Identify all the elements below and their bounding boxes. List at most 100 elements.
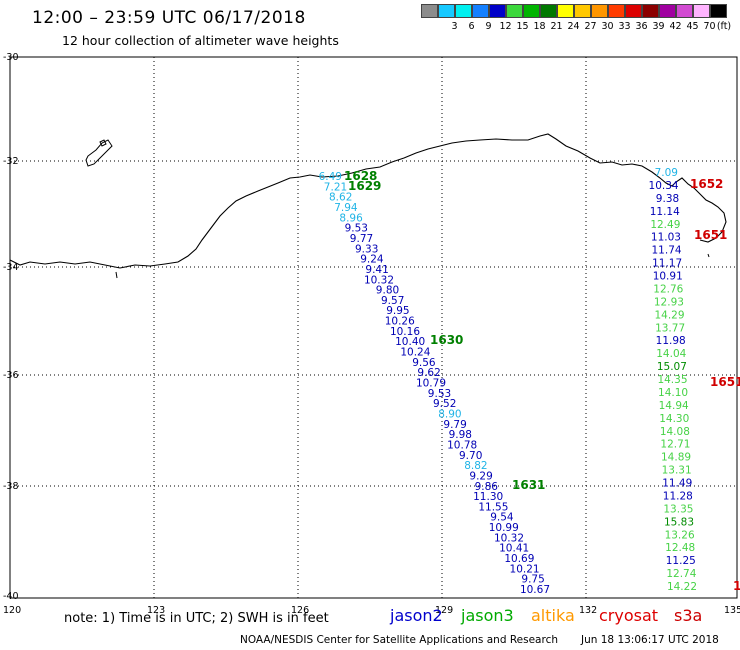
- wave-height-value: 10.21: [510, 563, 540, 575]
- colorbar-label: 6: [468, 21, 475, 32]
- pass-time-label: 1630: [430, 333, 463, 347]
- wave-height-value: 14.94: [659, 400, 689, 412]
- colorbar-swatch: [540, 4, 557, 18]
- wave-height-value: 14.89: [661, 452, 691, 464]
- colorbar-label: 24: [567, 21, 580, 32]
- island-outline: [85, 139, 113, 167]
- satellite-legend-item: jason2: [390, 606, 443, 625]
- wave-height-value: 9.79: [443, 419, 466, 431]
- longitude-label: 126: [291, 605, 309, 616]
- satellite-legend-item: jason3: [461, 606, 514, 625]
- wave-height-value: 9.75: [521, 574, 544, 586]
- wave-height-value: 11.28: [663, 490, 693, 502]
- wave-height-value: 6.49: [319, 171, 342, 183]
- map-subtitle: 12 hour collection of altimeter wave hei…: [62, 33, 339, 48]
- wave-height-value: 11.25: [666, 555, 696, 567]
- colorbar-swatch: [438, 4, 455, 18]
- wave-height-value: 14.08: [660, 426, 690, 438]
- pass-time-label: 1629: [348, 179, 381, 193]
- graticule: [10, 57, 737, 598]
- pass-time-label: 1: [733, 579, 740, 593]
- wave-height-value: 14.30: [659, 413, 689, 425]
- wave-height-value: 9.33: [355, 243, 378, 255]
- wave-height-value: 10.24: [400, 347, 430, 359]
- footer-note: note: 1) Time is in UTC; 2) SWH is in fe…: [64, 611, 329, 626]
- wave-height-value: 10.41: [499, 543, 529, 555]
- wave-height-value: 7.94: [334, 202, 358, 214]
- coast-tick: [115, 271, 118, 279]
- longitude-label: 129: [435, 605, 453, 616]
- wave-height-value: 13.77: [655, 322, 685, 334]
- wave-height-value: 9.86: [475, 481, 499, 493]
- wave-height-value: 13.31: [662, 465, 692, 477]
- colorbar-label: 36: [635, 21, 648, 32]
- colorbar-swatch: [625, 4, 642, 18]
- wave-height-value: 8.62: [329, 192, 352, 204]
- colorbar-label: 70: [703, 21, 716, 32]
- wave-height-value: 12.71: [660, 439, 690, 451]
- wave-height-value: 9.70: [459, 450, 482, 462]
- wave-height-value: 14.10: [658, 387, 688, 399]
- wave-height-value: 12.76: [653, 283, 683, 295]
- wave-height-value: 9.77: [350, 233, 373, 245]
- colorbar-swatch: [710, 4, 727, 18]
- wave-height-value: 10.69: [504, 553, 534, 565]
- colorbar-label: 39: [652, 21, 665, 32]
- colorbar-label: 45: [686, 21, 699, 32]
- colorbar-label: 18: [533, 21, 546, 32]
- wave-height-value: 11.55: [478, 501, 508, 513]
- pass-time-label: 1631: [512, 478, 545, 492]
- wave-height-value: 10.67: [520, 584, 550, 596]
- colorbar-swatch: [608, 4, 625, 18]
- island-small: [99, 139, 107, 147]
- wave-height-value: 10.16: [390, 326, 420, 338]
- wave-height-value: 12.93: [654, 296, 684, 308]
- wave-height-value: 11.03: [651, 232, 681, 244]
- wave-height-value: 12.74: [666, 568, 696, 580]
- satellite-legend-item: cryosat: [599, 606, 659, 625]
- wave-height-value: 10.78: [447, 439, 477, 451]
- wave-height-value: 8.90: [438, 408, 461, 420]
- wave-height-value: 9.98: [449, 429, 472, 441]
- wave-height-value: 15.07: [657, 361, 687, 373]
- colorbar-swatch: [642, 4, 659, 18]
- colorbar-label: 33: [618, 21, 631, 32]
- wave-height-value: 10.79: [416, 378, 446, 390]
- longitude-label: 123: [147, 605, 165, 616]
- wave-height-value: 9.29: [469, 470, 492, 482]
- wave-height-value: 9.24: [360, 254, 384, 266]
- wave-height-value: 8.82: [464, 460, 487, 472]
- colorbar-swatch: [591, 4, 608, 18]
- latitude-label: -40: [3, 591, 19, 602]
- colorbar-swatch: [693, 4, 710, 18]
- wave-height-value: 12.48: [665, 542, 695, 554]
- wave-height-value: 12.49: [650, 219, 680, 231]
- wave-height-value: 14.29: [654, 309, 684, 321]
- pass-time-label: 1651: [694, 228, 727, 242]
- colorbar-swatch: [489, 4, 506, 18]
- colorbar-swatch: [421, 4, 438, 18]
- wave-height-value: 9.53: [345, 223, 368, 235]
- pass-time-label: 1628: [344, 169, 377, 183]
- wave-height-value: 11.14: [650, 206, 680, 218]
- wave-height-value: 8.96: [339, 212, 363, 224]
- colorbar-swatch: [574, 4, 591, 18]
- wave-height-value: 9.38: [656, 193, 679, 205]
- wave-height-value: 10.99: [489, 522, 519, 534]
- wave-height-value: 9.53: [428, 388, 451, 400]
- altimeter-track-b: 7.0910.349.3811.1412.4911.0311.7411.1710…: [649, 167, 697, 593]
- satellite-legend-item: s3a: [674, 606, 703, 625]
- credit-line: NOAA/NESDIS Center for Satellite Applica…: [240, 634, 558, 646]
- wave-height-value: 9.57: [381, 295, 404, 307]
- longitude-label: 120: [3, 605, 21, 616]
- wave-height-value: 15.83: [664, 516, 694, 528]
- wave-height-value: 10.91: [653, 271, 683, 283]
- colorbar-swatch: [472, 4, 489, 18]
- colorbar-swatch: [455, 4, 472, 18]
- altimeter-track-a: 6.497.218.627.948.969.539.779.339.249.41…: [319, 171, 550, 596]
- wave-height-value: 11.17: [652, 258, 682, 270]
- coastline: [9, 133, 727, 269]
- colorbar-label: 15: [516, 21, 529, 32]
